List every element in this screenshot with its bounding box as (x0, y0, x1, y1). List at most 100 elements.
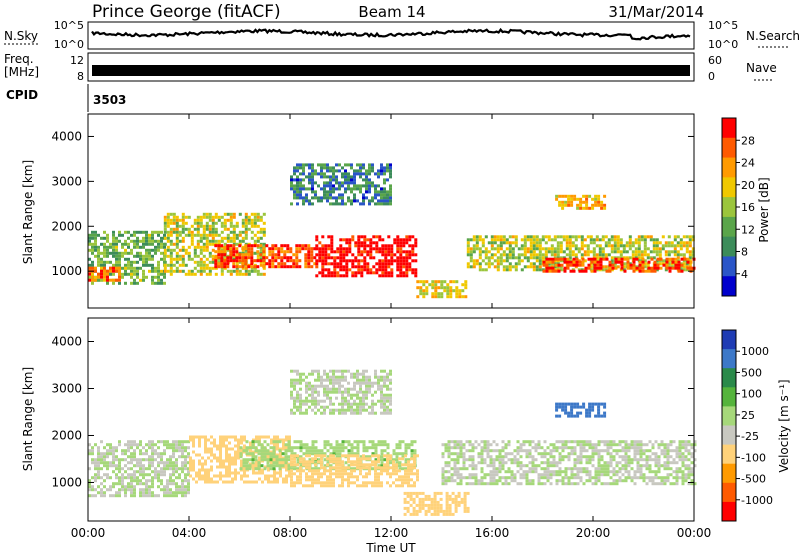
echo-cell (160, 452, 163, 455)
echo-cell (350, 163, 353, 166)
echo-cell (677, 250, 680, 253)
echo-cell (413, 492, 416, 495)
echo-cell (286, 259, 289, 262)
echo-cell (261, 452, 264, 455)
echo-cell (300, 443, 303, 446)
echo-cell (631, 443, 634, 446)
echo-cell (166, 440, 169, 443)
echo-cell (685, 479, 688, 482)
echo-cell (357, 241, 360, 244)
echo-cell (467, 265, 470, 268)
echo-cell (173, 249, 176, 252)
echo-cell (602, 250, 605, 253)
echo-cell (175, 449, 178, 452)
echo-cell (601, 464, 604, 467)
echo-cell (661, 440, 664, 443)
echo-cell (100, 264, 103, 267)
echo-cell (568, 455, 571, 458)
echo-cell (142, 488, 145, 491)
echo-cell (469, 449, 472, 452)
echo-cell (656, 247, 659, 250)
echo-cell (181, 449, 184, 452)
echo-cell (553, 455, 556, 458)
echo-cell (479, 256, 482, 259)
echo-cell (151, 491, 154, 494)
echo-cell (345, 247, 348, 250)
echo-cell (237, 472, 240, 475)
echo-cell (327, 271, 330, 274)
echo-cell (416, 513, 419, 516)
echo-cell (655, 455, 658, 458)
echo-cell (329, 196, 332, 199)
echo-cell (353, 184, 356, 187)
echo-cell (191, 258, 194, 261)
echo-cell (434, 513, 437, 516)
echo-cell (387, 274, 390, 277)
echo-cell (124, 249, 127, 252)
echo-cell (148, 240, 151, 243)
echo-cell (629, 244, 632, 247)
echo-cell (469, 455, 472, 458)
echo-cell (454, 461, 457, 464)
echo-cell (184, 476, 187, 479)
echo-cell (359, 190, 362, 193)
echo-cell (569, 247, 572, 250)
echo-cell (407, 466, 410, 469)
echo-cell (458, 501, 461, 504)
echo-cell (293, 403, 296, 406)
echo-cell (371, 196, 374, 199)
echo-cell (356, 466, 359, 469)
echo-cell (209, 216, 212, 219)
echo-cell (289, 265, 292, 268)
echo-cell (305, 478, 308, 481)
echo-cell (583, 440, 586, 443)
echo-cell (341, 463, 344, 466)
echo-cell (464, 286, 467, 289)
echo-cell (629, 238, 632, 241)
echo-cell (323, 190, 326, 193)
echo-cell (166, 446, 169, 449)
echo-cell (502, 467, 505, 470)
echo-cell (232, 265, 235, 268)
echo-cell (414, 271, 417, 274)
echo-cell (405, 259, 408, 262)
echo-cell (368, 190, 371, 193)
echo-cell (673, 470, 676, 473)
echo-cell (580, 449, 583, 452)
echo-cell (363, 265, 366, 268)
echo-cell (564, 261, 567, 264)
echo-cell (296, 181, 299, 184)
echo-cell (172, 449, 175, 452)
echo-cell (499, 464, 502, 467)
echo-cell (378, 265, 381, 268)
echo-cell (290, 463, 293, 466)
echo-cell (597, 204, 600, 207)
echo-cell (209, 213, 212, 216)
echo-cell (305, 376, 308, 379)
echo-cell (404, 481, 407, 484)
echo-cell (493, 461, 496, 464)
echo-cell (164, 267, 167, 270)
echo-cell (359, 457, 362, 460)
echo-cell (318, 256, 321, 259)
echo-cell (118, 479, 121, 482)
echo-cell (521, 247, 524, 250)
echo-cell (350, 454, 353, 457)
echo-cell (133, 270, 136, 273)
echo-cell (664, 476, 667, 479)
echo-cell (219, 457, 222, 460)
echo-cell (478, 443, 481, 446)
echo-cell (508, 443, 511, 446)
echo-cell (288, 446, 291, 449)
echo-cell (206, 213, 209, 216)
echo-cell (672, 258, 675, 261)
echo-cell (666, 261, 669, 264)
echo-cell (446, 295, 449, 298)
echo-cell (124, 240, 127, 243)
echo-cell (252, 472, 255, 475)
echo-cell (268, 250, 271, 253)
echo-cell (658, 458, 661, 461)
echo-cell (380, 466, 383, 469)
echo-cell (216, 445, 219, 448)
echo-cell (615, 267, 618, 270)
